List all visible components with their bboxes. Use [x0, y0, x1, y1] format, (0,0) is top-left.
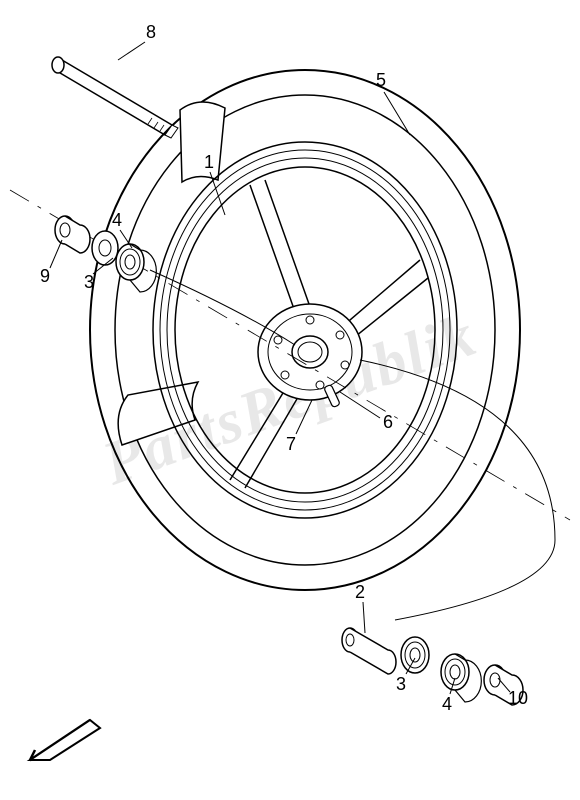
callout-4b: 4 [442, 694, 452, 715]
left-collar [55, 216, 90, 253]
axle [52, 57, 178, 138]
callout-1: 1 [204, 152, 214, 173]
parts-diagram-svg [0, 0, 580, 800]
diagram-container: PartsRepublik [0, 0, 580, 800]
callout-2: 2 [355, 582, 365, 603]
right-bearing [401, 637, 429, 673]
callout-5: 5 [376, 70, 386, 91]
left-oil-seal [116, 244, 156, 292]
hub [258, 304, 362, 400]
callout-8: 8 [146, 22, 156, 43]
callout-6: 6 [383, 412, 393, 433]
direction-arrow [30, 720, 100, 760]
left-bearing [92, 231, 118, 265]
callout-3a: 3 [84, 272, 94, 293]
callout-7: 7 [286, 434, 296, 455]
spacer [342, 628, 396, 674]
callout-10: 10 [508, 688, 528, 709]
callout-4a: 4 [112, 210, 122, 231]
callout-3b: 3 [396, 674, 406, 695]
callout-9: 9 [40, 266, 50, 287]
